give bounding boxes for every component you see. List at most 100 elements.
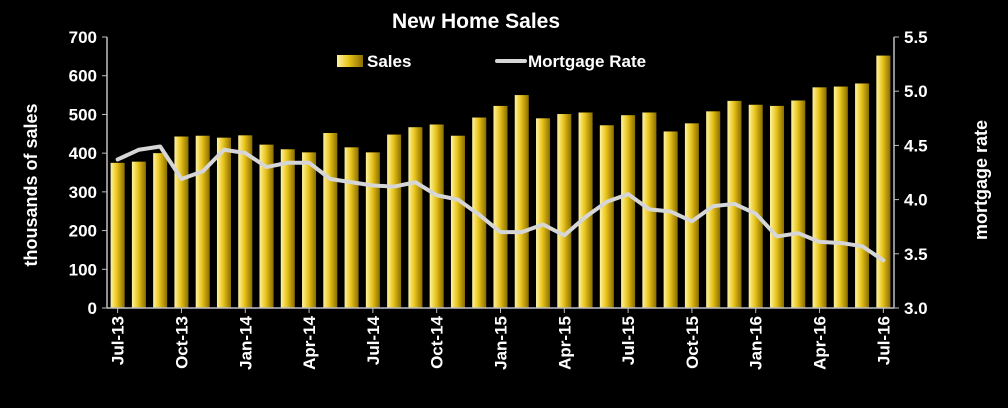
point-mortgage-rate-nov-13 [201, 169, 205, 173]
y2-tick-label: 3.5 [904, 245, 928, 264]
bar-sales-jul-15 [621, 115, 636, 308]
point-mortgage-rate-mar-16 [796, 231, 800, 235]
bar-sales-may-15 [578, 112, 593, 309]
bar-sales-jan-14 [238, 135, 253, 308]
point-mortgage-rate-feb-14 [265, 165, 269, 169]
point-mortgage-rate-sep-15 [669, 210, 673, 214]
point-mortgage-rate-aug-15 [647, 207, 651, 211]
y-tick-label: 700 [69, 28, 97, 47]
x-tick-label: Jan-16 [747, 316, 766, 370]
y2-tick-label: 4.0 [904, 191, 928, 210]
x-tick-label: Apr-15 [555, 316, 574, 370]
point-mortgage-rate-jul-16 [881, 258, 885, 262]
y-tick-label: 500 [69, 105, 97, 124]
point-mortgage-rate-oct-13 [179, 177, 183, 181]
point-mortgage-rate-apr-14 [307, 161, 311, 165]
y-tick-label: 200 [69, 222, 97, 241]
point-mortgage-rate-jan-14 [243, 151, 247, 155]
point-mortgage-rate-sep-14 [413, 180, 417, 184]
bar-sales-feb-16 [769, 105, 785, 308]
point-mortgage-rate-oct-14 [435, 193, 439, 197]
bar-sales-jul-13 [110, 162, 125, 308]
x-tick-label: Apr-14 [300, 315, 319, 369]
bar-sales-feb-14 [259, 144, 274, 308]
point-mortgage-rate-mar-14 [286, 161, 290, 165]
y-tick-label: 600 [69, 67, 97, 86]
legend-mortgage-rate-label: Mortgage Rate [528, 52, 646, 71]
chart-title: New Home Sales [392, 10, 560, 33]
bar-sales-oct-13 [174, 136, 189, 308]
bar-sales-jun-15 [599, 125, 614, 309]
legend-sales-label: Sales [367, 52, 411, 71]
line-series [115, 144, 886, 263]
point-mortgage-rate-aug-14 [392, 185, 396, 189]
point-mortgage-rate-sep-13 [158, 144, 162, 148]
point-mortgage-rate-jul-13 [116, 157, 120, 161]
x-tick-label: Jul-15 [619, 316, 638, 365]
point-mortgage-rate-jun-15 [605, 200, 609, 204]
axes: 0 100 200 300 400 500 600 700 3.0 3.5 4.0 4.5 5.0 5.5… [69, 28, 928, 370]
point-mortgage-rate-jul-14 [371, 184, 375, 188]
y2-tick-label: 3.0 [904, 299, 928, 318]
bar-sales-nov-14 [450, 135, 465, 308]
legend-sales-swatch [337, 55, 363, 67]
point-mortgage-rate-jan-15 [499, 230, 502, 234]
bar-sales-aug-14 [387, 134, 402, 308]
bar-sales-mar-16 [791, 100, 806, 309]
bar-sales-jun-16 [855, 83, 870, 309]
bar-sales-mar-15 [536, 118, 551, 308]
bar-sales-sep-14 [408, 127, 423, 308]
point-mortgage-rate-oct-15 [690, 219, 694, 223]
x-tick-label: Jul-16 [874, 316, 893, 365]
point-mortgage-rate-nov-15 [711, 204, 715, 208]
y2-axis-title: mortgage rate [971, 120, 991, 240]
bar-sales-jun-14 [344, 147, 359, 308]
x-tick-label: Oct-13 [172, 316, 191, 369]
bar-sales-nov-15 [706, 111, 721, 308]
point-mortgage-rate-may-16 [839, 241, 843, 245]
x-tick-label: Oct-14 [428, 315, 447, 368]
bar-sales-apr-15 [557, 114, 572, 308]
bar-sales-apr-16 [812, 87, 827, 308]
bar-sales-jul-16 [876, 55, 891, 308]
x-tick-label: Jul-13 [109, 316, 128, 365]
x-tick-label: Jan-15 [492, 316, 511, 370]
bar-sales-apr-14 [302, 152, 317, 308]
legend: Sales Mortgage Rate [337, 52, 646, 71]
point-mortgage-rate-dec-13 [222, 148, 226, 152]
point-mortgage-rate-jun-16 [860, 244, 864, 248]
point-mortgage-rate-feb-16 [775, 234, 779, 238]
point-mortgage-rate-may-14 [328, 177, 332, 181]
bar-sales-feb-15 [514, 95, 529, 308]
bar-sales-jul-14 [365, 152, 380, 308]
bar-sales-oct-15 [684, 123, 699, 308]
point-mortgage-rate-jun-14 [350, 180, 354, 184]
x-tick-label: Jan-14 [236, 315, 255, 369]
bar-series [110, 55, 891, 309]
bar-sales-dec-13 [216, 137, 232, 308]
y-tick-label: 300 [69, 183, 97, 202]
bar-sales-aug-13 [131, 161, 146, 308]
bar-sales-jan-16 [748, 104, 763, 308]
point-mortgage-rate-jan-16 [754, 212, 758, 216]
point-mortgage-rate-apr-16 [818, 240, 822, 244]
bar-sales-sep-13 [153, 153, 168, 308]
bar-sales-oct-14 [429, 124, 444, 309]
x-tick-label: Oct-15 [683, 316, 702, 369]
y2-tick-label: 5.5 [904, 28, 928, 47]
x-tick-label: Jul-14 [364, 315, 383, 365]
bar-sales-nov-13 [195, 135, 210, 308]
bar-sales-jan-15 [493, 105, 508, 308]
y-tick-label: 0 [88, 299, 97, 318]
bar-sales-sep-15 [663, 131, 678, 308]
y-tick-label: 100 [69, 260, 97, 279]
point-mortgage-rate-dec-14 [477, 213, 481, 217]
y-tick-label: 400 [69, 144, 97, 163]
bar-sales-mar-14 [280, 149, 295, 308]
y2-tick-label: 5.0 [904, 82, 928, 101]
point-mortgage-rate-mar-15 [541, 223, 545, 227]
y-axis-title: thousands of sales [21, 103, 41, 266]
point-mortgage-rate-jul-15 [626, 192, 630, 196]
point-mortgage-rate-feb-15 [520, 230, 524, 234]
bar-sales-may-16 [833, 86, 848, 308]
